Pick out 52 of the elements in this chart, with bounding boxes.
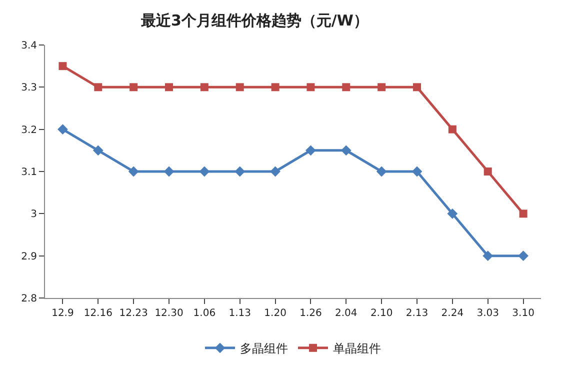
- x-tick-label: 3.10: [512, 308, 534, 319]
- point: [130, 83, 138, 92]
- point: [200, 83, 208, 92]
- point: [234, 166, 246, 177]
- point: [519, 210, 528, 218]
- x-tick-label: 12.16: [84, 308, 112, 319]
- x-tick-label: 12.9: [52, 308, 74, 319]
- x-tick-label: 1.13: [228, 308, 251, 319]
- point: [236, 83, 244, 92]
- point: [92, 145, 104, 156]
- y-tick-label: 2.9: [21, 251, 37, 262]
- x-tick-label: 2.10: [370, 308, 393, 319]
- point: [165, 83, 173, 92]
- x-tick-label: 3.03: [476, 308, 499, 319]
- x-tick-label: 2.24: [441, 308, 464, 319]
- point: [413, 83, 421, 92]
- point: [58, 62, 67, 70]
- point: [448, 125, 456, 134]
- point: [94, 83, 102, 92]
- point: [306, 83, 315, 92]
- legend-label: 多晶组件: [240, 342, 288, 356]
- point: [376, 166, 387, 177]
- legend-label: 单晶组件: [333, 342, 381, 356]
- point: [270, 166, 280, 177]
- x-tick-label: 1.20: [264, 308, 286, 319]
- point: [340, 145, 352, 156]
- point: [306, 145, 316, 156]
- point: [58, 124, 68, 135]
- point: [447, 208, 458, 219]
- point: [271, 83, 280, 92]
- y-tick-label: 3.4: [21, 40, 37, 52]
- y-tick-label: 3: [30, 209, 37, 220]
- point: [378, 83, 386, 92]
- point: [164, 166, 174, 177]
- point: [482, 250, 494, 262]
- point: [518, 250, 528, 262]
- y-tick-label: 2.8: [21, 294, 37, 304]
- x-tick-label: 12.30: [154, 308, 184, 319]
- point: [199, 166, 210, 177]
- x-tick-label: 1.06: [193, 308, 216, 319]
- x-tick-label: 2.13: [406, 308, 428, 319]
- y-tick-label: 3.1: [21, 167, 37, 178]
- point: [484, 168, 492, 176]
- y-tick-label: 3.3: [21, 82, 37, 94]
- y-tick-label: 3.2: [21, 124, 37, 136]
- point: [128, 166, 139, 177]
- chart-title: 最近3个月组件价格趋势（元/W）: [140, 11, 368, 30]
- x-tick-label: 1.26: [300, 308, 322, 319]
- point: [342, 83, 350, 92]
- point: [412, 166, 422, 177]
- x-tick-label: 2.04: [335, 308, 358, 319]
- x-tick-label: 12.23: [119, 308, 148, 319]
